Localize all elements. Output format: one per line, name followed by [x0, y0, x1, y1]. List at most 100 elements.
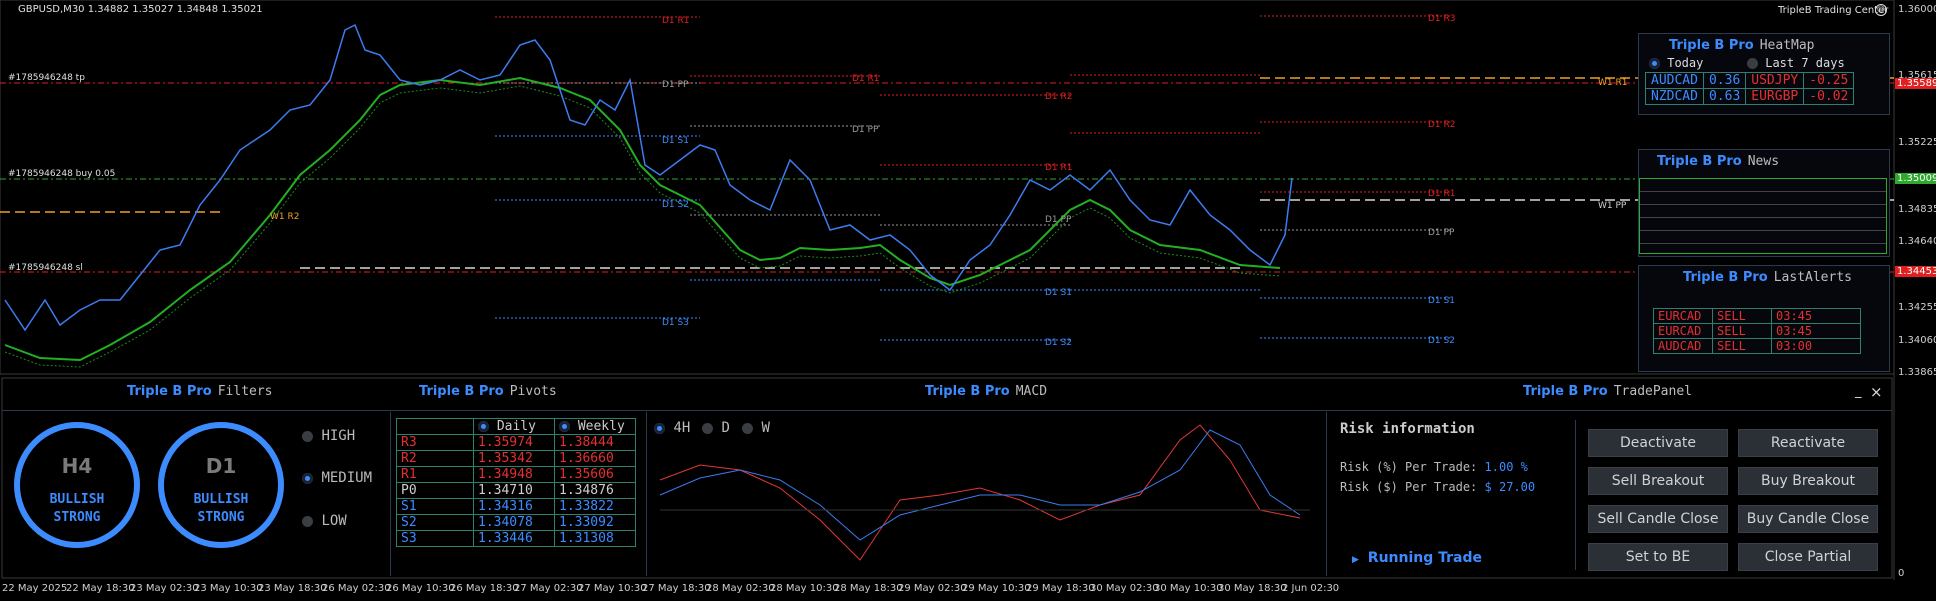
filter-level-medium[interactable]: MEDIUM: [302, 470, 372, 486]
minimize-button[interactable]: _: [1855, 384, 1862, 399]
gauge-d1: D1 BULLISH STRONG: [158, 422, 284, 548]
heatmap-name: HeatMap: [1759, 38, 1815, 53]
news-list[interactable]: [1639, 178, 1887, 254]
macd-tf-d[interactable]: D: [702, 420, 730, 436]
gauge-line2: STRONG: [53, 510, 101, 525]
macd-name: MACD: [1015, 384, 1048, 399]
sell-breakout-button[interactable]: Sell Breakout: [1588, 467, 1728, 495]
table-row: EURCAD SELL 03:45: [1653, 323, 1861, 339]
alert-side: SELL: [1712, 308, 1772, 324]
pivot-label: D1 R1: [662, 16, 690, 26]
time-tick: 29 May 18:30: [1026, 583, 1095, 594]
risk-usd-value: $ 27.00: [1484, 480, 1536, 494]
radio-off-icon: [302, 515, 313, 527]
time-tick: 28 May 18:30: [834, 583, 903, 594]
sell-candle-close-button[interactable]: Sell Candle Close: [1588, 505, 1728, 533]
macd-tf-4h[interactable]: 4H: [654, 420, 690, 436]
price-tick: 1.35615: [1898, 70, 1936, 81]
time-tick: 27 May 02:30: [514, 583, 583, 594]
price-tick: 1.35225: [1898, 137, 1936, 148]
news-brand: Triple B Pro: [1657, 154, 1742, 169]
buy-breakout-button[interactable]: Buy Breakout: [1738, 467, 1878, 495]
radio-off-icon: [1747, 58, 1758, 69]
pivot-label: W1 PP: [1598, 201, 1627, 211]
time-tick: 27 May 10:30: [578, 583, 647, 594]
risk-info-title: Risk information: [1340, 421, 1475, 437]
heatmap-panel[interactable]: Triple B Pro HeatMap Today Last 7 days AU…: [1638, 33, 1890, 115]
heatmap-value: -0.02: [1803, 88, 1855, 105]
pivots-header-daily[interactable]: Daily: [473, 418, 555, 435]
heatmap-option-7days[interactable]: Last 7 days: [1747, 56, 1845, 70]
tradepanel-name: TradePanel: [1613, 384, 1692, 399]
filters-title: Triple B Pro Filters: [127, 384, 273, 399]
pivot-label: D1 S3: [662, 318, 689, 328]
pivot-label: D1 R1: [1045, 163, 1073, 173]
pivot-label: D1 PP: [852, 125, 879, 135]
pivot-daily-value: 1.35342: [473, 450, 555, 467]
table-row: R3 1.35974 1.38444: [396, 434, 636, 451]
time-tick: 2 Jun 02:30: [1282, 583, 1340, 594]
radio-on-icon: [559, 421, 570, 432]
alert-time: 03:45: [1771, 323, 1861, 339]
pivots-header-label: Daily: [496, 419, 536, 434]
pivot-daily-value: 1.34078: [473, 514, 555, 531]
macd-tf-label: D: [721, 420, 730, 436]
time-tick: 29 May 02:30: [898, 583, 967, 594]
pivots-header-label: Weekly: [577, 419, 625, 434]
radio-on-icon: [302, 472, 313, 484]
pivot-level-label: R1: [396, 466, 474, 483]
news-row: [1640, 192, 1886, 205]
order-sl-label[interactable]: #1785946248 sl: [8, 263, 83, 273]
pivot-label: W1 R2: [270, 212, 300, 222]
pivot-label: D1 R1: [852, 74, 880, 84]
filter-level-high[interactable]: HIGH: [302, 428, 355, 444]
smiley-icon: ☺: [1875, 4, 1887, 16]
pivot-level-label: S1: [396, 498, 474, 515]
gauge-tf: D1: [205, 454, 237, 478]
time-tick: 23 May 10:30: [194, 583, 263, 594]
tradepanel-brand: Triple B Pro: [1523, 384, 1608, 399]
pivot-daily-value: 1.34948: [473, 466, 555, 483]
gauge-line2: STRONG: [197, 510, 245, 525]
close-button[interactable]: ×: [1870, 383, 1883, 401]
news-row: [1640, 205, 1886, 218]
running-trade-toggle[interactable]: ▶ Running Trade: [1352, 550, 1482, 566]
set-to-be-button[interactable]: Set to BE: [1588, 543, 1728, 571]
pivots-header-weekly[interactable]: Weekly: [554, 418, 636, 435]
heatmap-option-today[interactable]: Today: [1649, 56, 1703, 70]
price-tick: 1.33865: [1898, 367, 1936, 378]
time-tick: 26 May 18:30: [450, 583, 519, 594]
order-buy-label[interactable]: #1785946248 buy 0.05: [8, 169, 116, 179]
pivot-label: D1 S2: [1045, 338, 1072, 348]
buy-candle-close-button[interactable]: Buy Candle Close: [1738, 505, 1878, 533]
close-partial-button[interactable]: Close Partial: [1738, 543, 1878, 571]
gauge-line1: BULLISH: [49, 492, 105, 507]
macd-tf-label: W: [761, 420, 770, 436]
table-row: R1 1.34948 1.35606: [396, 466, 636, 483]
filter-level-low[interactable]: LOW: [302, 513, 347, 529]
macd-tf-w[interactable]: W: [742, 420, 770, 436]
pivot-label: D1 PP: [1428, 228, 1455, 238]
section-divider: [1575, 420, 1576, 570]
time-axis: 22 May 2025 22 May 18:30 23 May 02:30 23…: [0, 583, 1894, 601]
heatmap-brand: Triple B Pro: [1669, 38, 1754, 53]
heatmap-option-today-label: Today: [1667, 56, 1704, 70]
pivot-weekly-value: 1.31308: [554, 530, 636, 547]
reactivate-button[interactable]: Reactivate: [1738, 429, 1878, 457]
last-alerts-panel[interactable]: Triple B Pro LastAlerts EURCAD SELL 03:45…: [1638, 265, 1890, 372]
heatmap-table: AUDCAD 0.36 USDJPY -0.25 NZDCAD 0.63 EUR…: [1645, 72, 1855, 105]
deactivate-button[interactable]: Deactivate: [1588, 429, 1728, 457]
alert-time: 03:00: [1771, 338, 1861, 354]
time-tick: 23 May 18:30: [258, 583, 327, 594]
table-header-row: Daily Weekly: [396, 418, 636, 435]
triangle-right-icon: ▶: [1352, 555, 1359, 565]
time-tick: 26 May 10:30: [386, 583, 455, 594]
table-row: R2 1.35342 1.36660: [396, 450, 636, 467]
order-tp-label[interactable]: #1785946248 tp: [8, 73, 85, 83]
time-tick: 29 May 10:30: [962, 583, 1031, 594]
pivot-weekly-value: 1.34876: [554, 482, 636, 499]
radio-on-icon: [478, 421, 489, 432]
price-tick: 1.34255: [1898, 302, 1936, 313]
news-row: [1640, 231, 1886, 244]
news-panel[interactable]: Triple B Pro News: [1638, 149, 1890, 257]
